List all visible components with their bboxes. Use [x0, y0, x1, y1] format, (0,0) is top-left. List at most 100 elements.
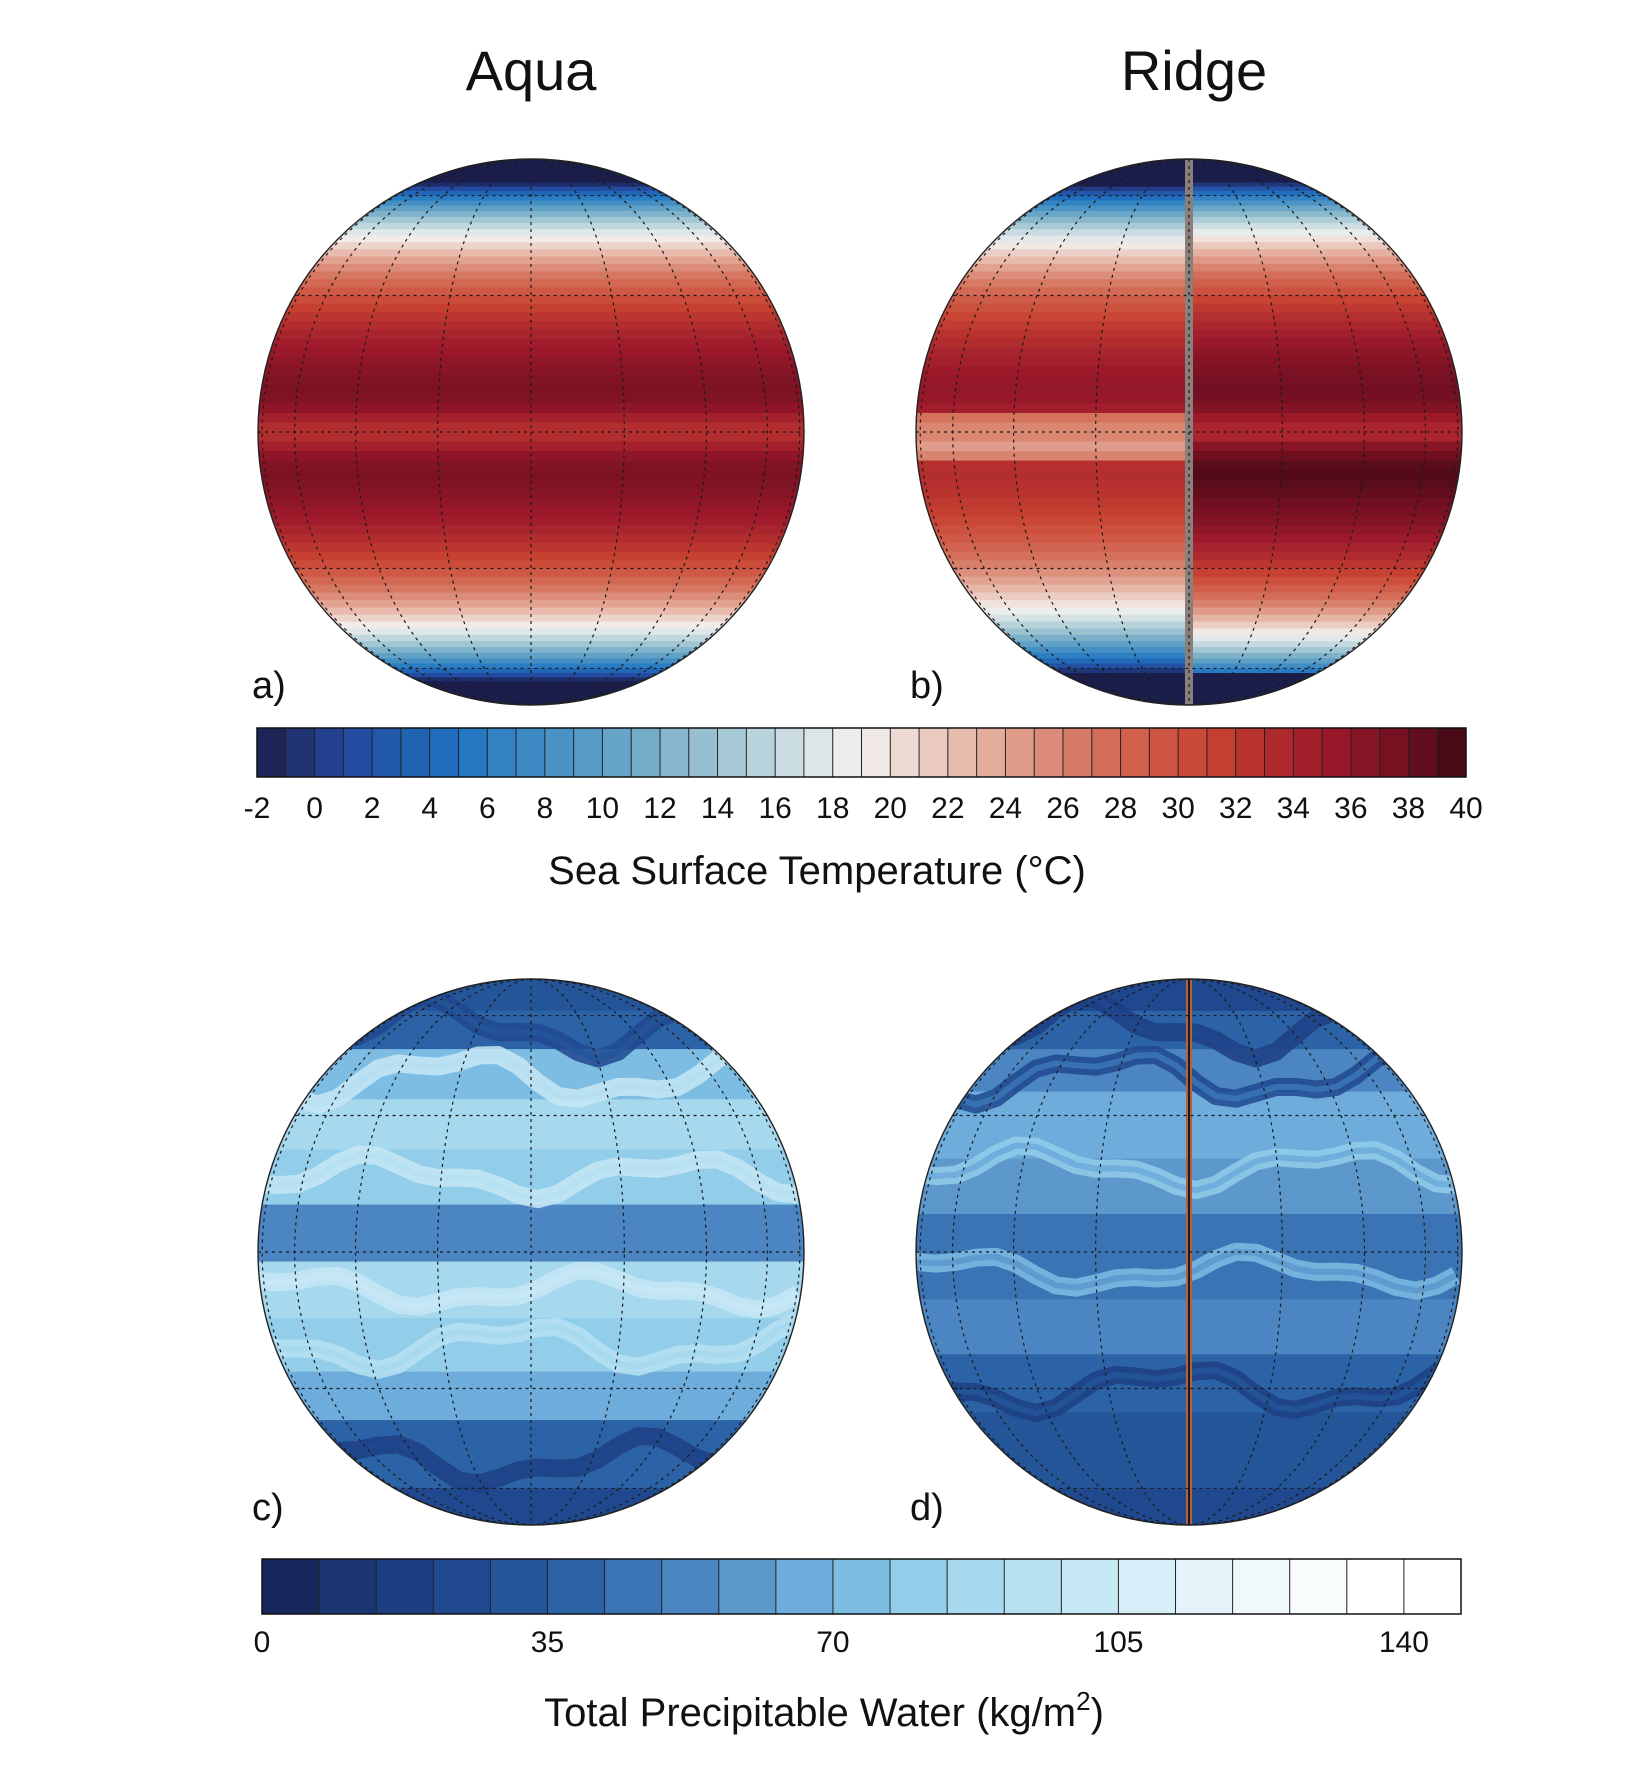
sst-band	[916, 652, 1189, 659]
sst-band	[916, 263, 1189, 273]
sst-band	[916, 175, 1189, 180]
sst-band	[258, 694, 804, 698]
sst-colorbar-cell	[285, 728, 316, 777]
sst-band	[916, 271, 1189, 280]
sst-band	[916, 525, 1189, 535]
tpw-colorbar-cell	[1346, 1559, 1405, 1614]
sst-band	[1189, 703, 1462, 705]
sst-band	[258, 652, 804, 659]
sst-tick-label: 16	[758, 792, 791, 825]
sst-band	[258, 211, 804, 218]
sst-band	[916, 607, 1189, 616]
sst-colorbar-cell	[1264, 728, 1294, 777]
sst-band	[916, 460, 1189, 471]
globe-sst-aqua	[257, 158, 805, 706]
sst-band	[1189, 287, 1462, 297]
sst-tick-label: 34	[1277, 792, 1310, 825]
sst-band	[258, 161, 804, 164]
sst-colorbar-cell	[803, 728, 834, 777]
sst-band	[1189, 488, 1462, 499]
tpw-colorbar-cell	[433, 1559, 491, 1614]
sst-band	[916, 621, 1189, 629]
tpw-tick-label: 105	[1093, 1626, 1143, 1659]
sst-band	[1189, 178, 1462, 184]
sst-colorbar-cell	[717, 728, 747, 777]
sst-tick-label: 40	[1449, 792, 1482, 825]
sst-colorbar-cell	[775, 728, 805, 777]
sst-band	[916, 479, 1189, 490]
sst-band	[916, 451, 1189, 462]
sst-band	[1189, 469, 1462, 481]
sst-band	[916, 507, 1189, 517]
graticule	[916, 979, 1462, 1525]
sst-band	[258, 681, 804, 686]
tpw-tick-label: 70	[816, 1626, 849, 1659]
sst-band	[916, 279, 1189, 288]
sst-band	[258, 271, 804, 280]
sst-band	[1189, 249, 1462, 258]
sst-band	[258, 256, 804, 265]
sst-band	[916, 375, 1189, 386]
sst-colorbar-cell	[1149, 728, 1179, 777]
tpw-colorbar-cell	[490, 1559, 548, 1614]
sst-band	[1189, 384, 1462, 395]
sst-band	[916, 560, 1189, 570]
sst-band	[1189, 647, 1462, 654]
sst-band	[916, 235, 1189, 243]
sst-tick-label: 24	[989, 792, 1022, 825]
sst-band	[258, 628, 804, 636]
sst-band	[916, 365, 1189, 376]
sst-band	[1189, 271, 1462, 280]
sst-tick-label: 6	[479, 792, 496, 825]
sst-band	[1189, 356, 1462, 367]
sst-tick-label: 36	[1334, 792, 1367, 825]
sst-band	[1189, 673, 1462, 678]
sst-band	[1189, 159, 1462, 162]
sst-band	[1189, 681, 1462, 686]
sst-colorbar-cell	[429, 728, 459, 777]
sst-colorbar	[256, 727, 1467, 778]
globe-outline	[915, 978, 1463, 1526]
tpw-filament	[258, 1317, 800, 1373]
panel-label-a: a)	[252, 665, 286, 707]
sst-band	[1189, 628, 1462, 636]
sst-band	[1189, 195, 1462, 202]
tpw-colorbar	[261, 1558, 1462, 1615]
sst-band	[1189, 312, 1462, 322]
globe-tpw-ridge	[915, 978, 1463, 1526]
sst-band	[916, 159, 1189, 160]
sst-colorbar-cell	[947, 728, 978, 777]
tpw-colorbar-cell	[1175, 1559, 1234, 1614]
sst-band	[916, 551, 1189, 561]
sst-band	[258, 195, 804, 202]
sst-band	[1189, 159, 1462, 161]
sst-band	[258, 507, 804, 517]
tpw-colorbar-cell	[547, 1559, 606, 1614]
sst-band	[1189, 551, 1462, 561]
sst-band	[1189, 279, 1462, 288]
sst-band	[916, 329, 1189, 340]
sst-colorbar-frame	[256, 727, 1467, 778]
sst-colorbar-cell	[1120, 728, 1150, 777]
sst-band	[916, 685, 1189, 690]
sst-band	[1189, 320, 1462, 331]
sst-band	[258, 375, 804, 386]
sst-band	[258, 634, 804, 642]
sst-tick-label: 30	[1161, 792, 1194, 825]
sst-band	[1189, 560, 1462, 570]
tpw-filament	[916, 1142, 1457, 1194]
sst-band	[258, 702, 804, 705]
sst-band	[258, 190, 804, 197]
sst-band	[1189, 412, 1462, 424]
sst-band	[258, 279, 804, 288]
sst-band	[916, 543, 1189, 553]
sst-band	[916, 663, 1189, 670]
sst-tick-label: 22	[931, 792, 964, 825]
sst-band	[1189, 663, 1462, 670]
sst-band	[1189, 568, 1462, 578]
sst-band	[1189, 242, 1462, 250]
sst-band	[1189, 641, 1462, 648]
sst-band	[916, 347, 1189, 358]
sst-band	[1189, 441, 1462, 452]
sst-band	[258, 287, 804, 297]
